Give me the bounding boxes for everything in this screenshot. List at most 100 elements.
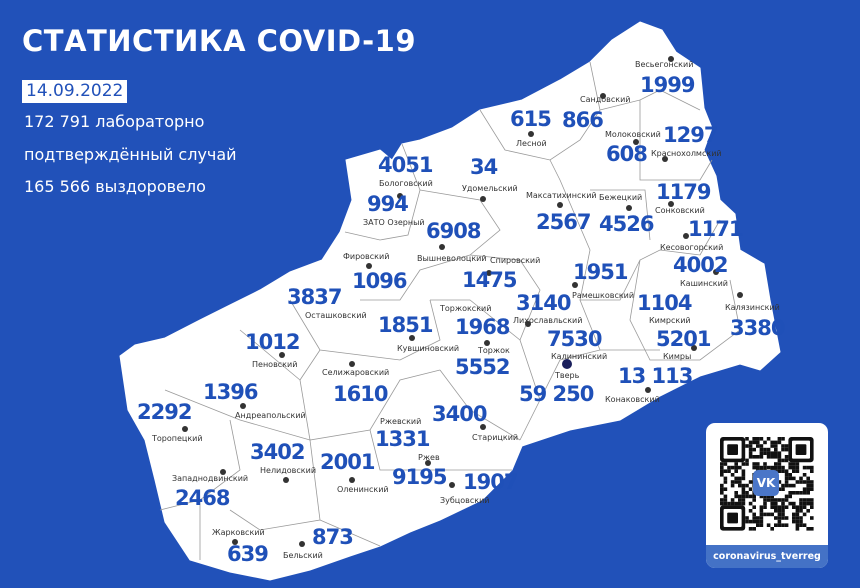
district-name: Вышневолоцкий xyxy=(417,254,487,263)
district-count: 5201 xyxy=(656,327,711,351)
qr-module xyxy=(795,469,800,473)
district-marker xyxy=(600,93,606,99)
qr-module xyxy=(723,501,728,506)
qr-module xyxy=(766,512,771,517)
qr-module xyxy=(795,509,800,513)
qr-module xyxy=(738,476,742,481)
qr-card[interactable]: VK coronavirus_tverreg xyxy=(706,423,828,568)
qr-module xyxy=(799,523,803,527)
qr-module xyxy=(810,498,814,502)
qr-module xyxy=(781,516,785,520)
qr-module xyxy=(723,494,728,499)
district-count: 608 xyxy=(606,142,648,166)
qr-module xyxy=(792,465,796,470)
qr-module xyxy=(788,494,792,499)
qr-module xyxy=(741,476,746,481)
district-marker xyxy=(240,403,246,409)
qr-module xyxy=(781,498,785,502)
qr-module xyxy=(770,527,774,531)
qr-module xyxy=(752,494,756,499)
qr-module xyxy=(738,480,742,484)
district-name: Лихославльский xyxy=(513,316,583,325)
district-name: Западнодвинский xyxy=(172,474,249,483)
qr-module xyxy=(759,455,764,459)
qr-module xyxy=(738,483,742,488)
qr-module xyxy=(792,462,796,466)
qr-module xyxy=(745,491,749,495)
qr-finder xyxy=(727,444,738,455)
qr-module xyxy=(792,469,796,473)
qr-module xyxy=(777,455,782,459)
qr-module xyxy=(795,505,800,509)
social-handle: coronavirus_tverreg xyxy=(706,545,828,568)
district-count: 59 250 xyxy=(519,382,594,406)
qr-module xyxy=(784,473,789,477)
qr-module xyxy=(741,473,746,477)
qr-module xyxy=(777,523,782,527)
qr-module xyxy=(752,437,756,441)
district-marker xyxy=(397,193,403,199)
qr-module xyxy=(759,447,764,452)
district-name: Ржевский xyxy=(380,417,422,426)
qr-module xyxy=(770,505,774,509)
district-marker xyxy=(279,352,285,358)
qr-module xyxy=(810,527,814,531)
district-marker xyxy=(528,131,534,137)
qr-module xyxy=(720,465,724,470)
qr-module xyxy=(763,462,767,466)
district-marker xyxy=(409,335,415,341)
qr-module xyxy=(741,501,746,506)
qr-module xyxy=(770,451,774,455)
district-name: Удомельский xyxy=(462,184,518,193)
qr-module xyxy=(781,469,785,473)
qr-module xyxy=(781,465,785,470)
qr-module xyxy=(774,451,778,455)
qr-module xyxy=(759,523,764,527)
district-name: Конаковский xyxy=(605,395,660,404)
qr-module xyxy=(763,494,767,499)
district-name: Максатихинский xyxy=(526,191,597,200)
qr-module xyxy=(766,498,771,502)
qr-module xyxy=(810,483,814,488)
district-name: Торжок xyxy=(478,346,510,355)
qr-module xyxy=(756,462,760,466)
qr-module xyxy=(810,469,814,473)
district-count: 1096 xyxy=(352,269,407,293)
district-count: 3402 xyxy=(250,440,305,464)
qr-module xyxy=(781,437,785,441)
qr-module xyxy=(774,455,778,459)
qr-module xyxy=(734,491,738,495)
qr-module xyxy=(759,465,764,470)
qr-module xyxy=(727,465,731,470)
qr-module xyxy=(802,523,807,527)
qr-module xyxy=(799,491,803,495)
qr-module xyxy=(752,440,756,445)
qr-module xyxy=(759,451,764,455)
district-count: 639 xyxy=(227,542,269,566)
qr-module xyxy=(784,480,789,484)
qr-module xyxy=(784,483,789,488)
qr-module xyxy=(738,494,742,499)
qr-module xyxy=(727,501,731,506)
qr-module xyxy=(792,501,796,506)
qr-module xyxy=(759,437,764,441)
qr-module xyxy=(763,451,767,455)
qr-module xyxy=(802,505,807,509)
qr-module xyxy=(766,447,771,452)
qr-module xyxy=(770,455,774,459)
qr-module xyxy=(795,523,800,527)
qr-module xyxy=(723,476,728,481)
qr-module xyxy=(784,469,789,473)
district-name: Бологовский xyxy=(379,179,433,188)
qr-module xyxy=(748,451,753,455)
district-name: Калязинский xyxy=(725,303,780,312)
confirmed-label: подтверждённый случай xyxy=(24,145,237,164)
qr-module xyxy=(802,491,807,495)
qr-module xyxy=(777,512,782,517)
qr-module xyxy=(799,501,803,506)
qr-module xyxy=(766,455,771,459)
qr-module xyxy=(752,512,756,517)
qr-module xyxy=(795,519,800,524)
qr-module xyxy=(777,437,782,441)
qr-module xyxy=(759,512,764,517)
